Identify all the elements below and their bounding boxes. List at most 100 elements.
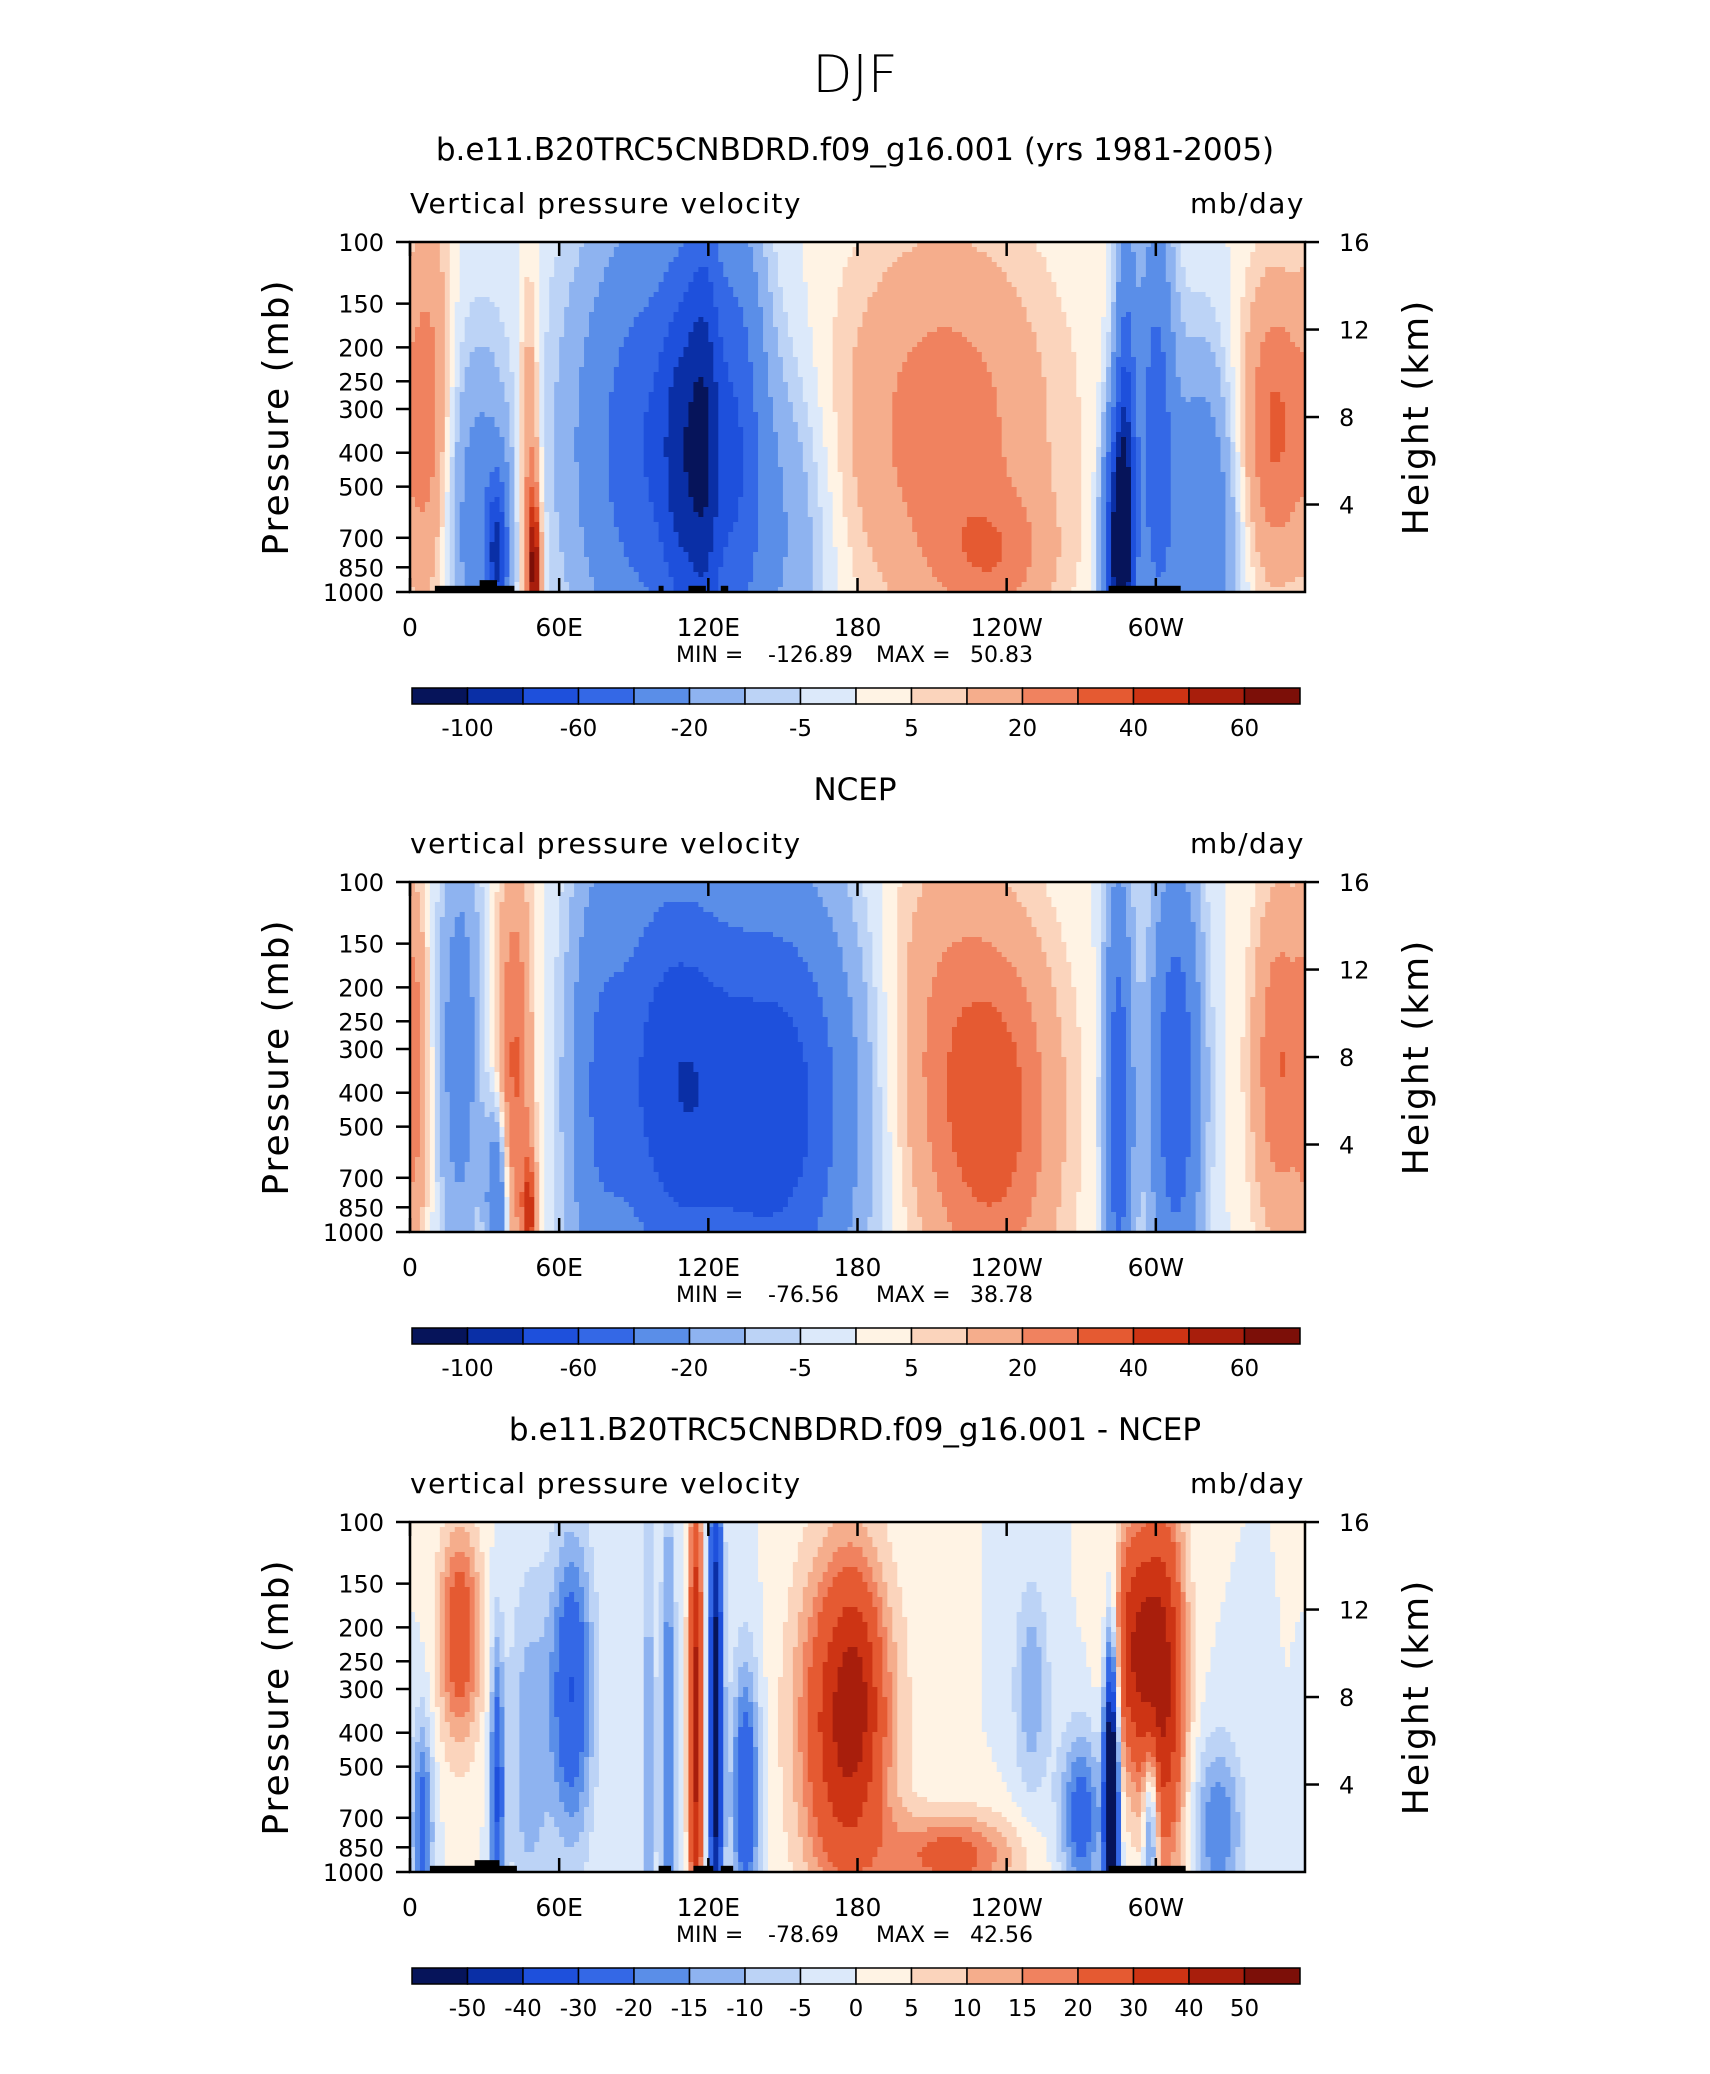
field-cell (882, 937, 898, 943)
field-cell (897, 912, 913, 918)
field-cell (708, 402, 719, 408)
field-cell (519, 387, 525, 393)
field-cell (509, 932, 520, 938)
field-cell (782, 367, 799, 373)
field-cell (1006, 1022, 1038, 1028)
field-cell (1076, 1017, 1097, 1023)
field-cell (534, 417, 540, 423)
field-cell (1245, 547, 1251, 553)
field-cell (1135, 512, 1142, 518)
field-cell (569, 297, 595, 303)
topography-block (720, 585, 729, 592)
field-cell (1046, 427, 1082, 433)
field-cell (579, 497, 610, 503)
field-cell (464, 577, 486, 583)
field-cell (748, 352, 769, 358)
field-cell (832, 372, 854, 378)
field-cell (1001, 432, 1048, 438)
field-cell (907, 987, 933, 993)
field-cell (728, 367, 754, 373)
field-cell (882, 887, 898, 893)
field-cell (1260, 502, 1296, 508)
field-cell (544, 412, 555, 418)
field-cell (444, 322, 451, 328)
field-cell (862, 967, 874, 973)
field-cell (653, 387, 670, 393)
field-cell (1145, 377, 1167, 383)
field-cell (1225, 537, 1236, 543)
colorbar-swatch (1077, 687, 1135, 705)
field-cell (807, 477, 819, 483)
field-cell (1250, 497, 1261, 503)
field-cell (842, 282, 878, 288)
field-cell (584, 922, 650, 928)
field-cell (1170, 282, 1177, 288)
field-cell (1250, 512, 1266, 518)
field-cell (867, 1002, 878, 1008)
max-label: MAX = (876, 643, 951, 668)
field-cell (852, 357, 908, 363)
field-cell (1006, 472, 1053, 478)
field-cell (817, 892, 849, 898)
field-cell (912, 247, 978, 253)
field-cell (857, 342, 918, 348)
field-cell (852, 1002, 869, 1008)
field-cell (1180, 297, 1212, 303)
field-cell (648, 297, 685, 303)
field-cell (812, 522, 824, 528)
field-cell (534, 1022, 545, 1028)
field-cell (623, 342, 665, 348)
field-cell (419, 1037, 426, 1043)
field-cell (902, 367, 988, 373)
field-cell (459, 352, 471, 358)
field-cell (1245, 532, 1251, 538)
field-cell (763, 252, 779, 258)
field-cell (1111, 552, 1132, 558)
field-cell (449, 942, 471, 948)
field-cell (1111, 272, 1117, 278)
field-cell (1240, 407, 1246, 413)
field-cell (459, 277, 520, 283)
field-cell (1240, 547, 1246, 553)
field-cell (1106, 1032, 1112, 1038)
field-cell (917, 542, 963, 548)
field-cell (1205, 982, 1212, 988)
field-cell (966, 517, 988, 523)
field-cell (1260, 497, 1301, 503)
field-cell (489, 477, 501, 483)
field-cell (877, 287, 1018, 293)
field-cell (922, 552, 968, 558)
field-cell (519, 572, 525, 578)
field-cell (1245, 397, 1256, 403)
field-cell (449, 557, 456, 563)
field-cell (410, 932, 426, 938)
field-cell (474, 907, 486, 913)
field-cell (1255, 377, 1306, 383)
field-cell (1220, 327, 1232, 333)
field-cell (1091, 902, 1102, 908)
field-cell (439, 967, 451, 973)
field-cell (549, 552, 565, 558)
field-cell (1260, 932, 1306, 938)
field-cell (439, 937, 451, 943)
field-cell (410, 1042, 421, 1048)
field-cell (574, 1012, 595, 1018)
field-cell (534, 932, 545, 938)
field-cell (434, 347, 446, 353)
field-cell (534, 337, 540, 343)
field-cell (434, 387, 446, 393)
field-cell (544, 347, 560, 353)
field-cell (529, 902, 535, 908)
field-cell (728, 277, 759, 283)
field-cell (777, 282, 809, 288)
field-cell (1091, 582, 1097, 588)
field-cell (414, 242, 441, 248)
field-cell (449, 472, 456, 478)
field-cell (758, 287, 769, 293)
field-cell (708, 482, 719, 488)
field-cell (410, 577, 431, 583)
field-cell (1106, 977, 1117, 983)
field-cell (529, 987, 535, 993)
field-cell (424, 977, 431, 983)
field-cell (499, 507, 506, 513)
